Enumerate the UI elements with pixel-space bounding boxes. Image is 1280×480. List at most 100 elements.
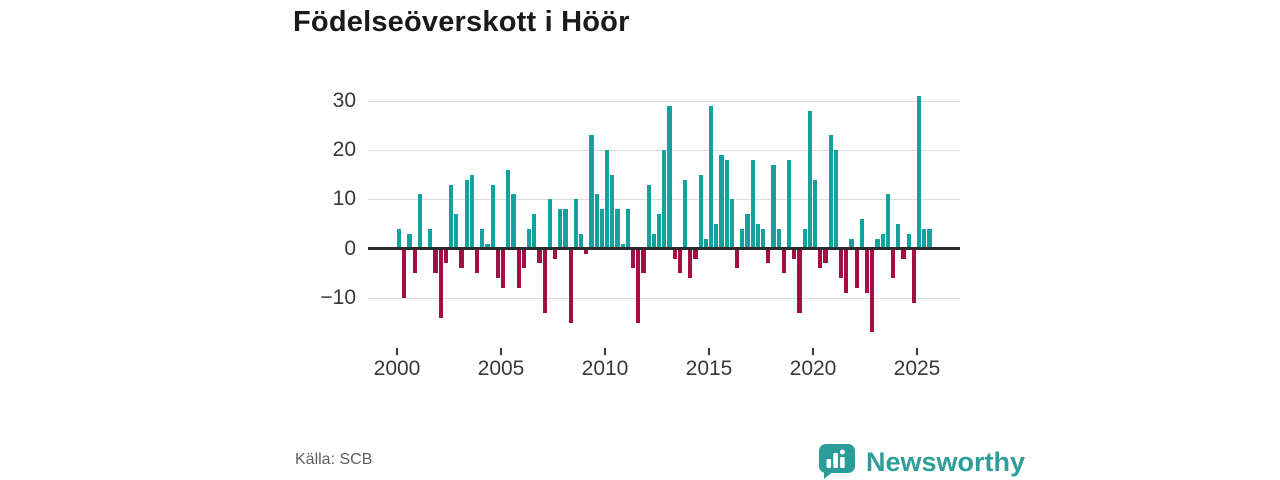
bar-2015-Q2[interactable] — [714, 224, 719, 249]
bar-2006-Q3[interactable] — [532, 214, 537, 249]
bar-2009-Q4[interactable] — [599, 209, 604, 249]
bar-2014-Q4[interactable] — [703, 238, 708, 249]
bar-2005-Q4[interactable] — [516, 248, 521, 289]
bar-2011-Q2[interactable] — [631, 248, 636, 269]
bar-2008-Q2[interactable] — [568, 248, 573, 323]
bar-2013-Q2[interactable] — [672, 248, 677, 259]
bar-2016-Q2[interactable] — [735, 248, 740, 269]
bar-2023-Q4[interactable] — [891, 248, 896, 279]
bar-2020-Q4[interactable] — [828, 135, 833, 249]
bar-2018-Q2[interactable] — [776, 228, 781, 249]
bar-2007-Q2[interactable] — [547, 199, 552, 249]
bar-2001-Q1[interactable] — [417, 194, 422, 249]
bar-2019-Q1[interactable] — [792, 248, 797, 259]
bar-2021-Q4[interactable] — [849, 238, 854, 249]
bar-2006-Q1[interactable] — [521, 248, 526, 269]
bar-2009-Q1[interactable] — [584, 248, 589, 254]
bar-2008-Q4[interactable] — [579, 233, 584, 249]
bar-2015-Q1[interactable] — [709, 105, 714, 249]
bar-2021-Q3[interactable] — [844, 248, 849, 294]
bar-2023-Q3[interactable] — [885, 194, 890, 249]
bar-2010-Q2[interactable] — [610, 174, 615, 249]
bar-2022-Q2[interactable] — [859, 219, 864, 249]
bar-2003-Q3[interactable] — [469, 174, 474, 249]
bar-2015-Q3[interactable] — [719, 155, 724, 249]
bar-2020-Q1[interactable] — [813, 179, 818, 249]
bar-2021-Q1[interactable] — [833, 150, 838, 249]
bar-2014-Q2[interactable] — [693, 248, 698, 259]
bar-2003-Q4[interactable] — [475, 248, 480, 274]
bar-2016-Q1[interactable] — [729, 199, 734, 249]
bar-2004-Q2[interactable] — [485, 243, 490, 249]
bar-2006-Q2[interactable] — [527, 228, 532, 249]
bar-2007-Q3[interactable] — [553, 248, 558, 259]
bar-2000-Q4[interactable] — [412, 248, 417, 274]
bar-2008-Q3[interactable] — [573, 199, 578, 249]
bar-2024-Q1[interactable] — [896, 224, 901, 249]
bar-2007-Q1[interactable] — [542, 248, 547, 313]
bar-2024-Q2[interactable] — [901, 248, 906, 259]
bar-2002-Q3[interactable] — [449, 184, 454, 249]
bar-2006-Q4[interactable] — [537, 248, 542, 264]
bar-2010-Q3[interactable] — [615, 209, 620, 249]
bar-2016-Q3[interactable] — [740, 228, 745, 249]
bar-2019-Q2[interactable] — [797, 248, 802, 313]
bar-2025-Q1[interactable] — [917, 95, 922, 249]
bar-2022-Q3[interactable] — [865, 248, 870, 294]
bar-2004-Q1[interactable] — [480, 228, 485, 249]
bar-2017-Q1[interactable] — [750, 159, 755, 249]
bar-2013-Q4[interactable] — [683, 179, 688, 249]
bar-2020-Q2[interactable] — [818, 248, 823, 269]
bar-2017-Q3[interactable] — [761, 228, 766, 249]
bar-2009-Q2[interactable] — [589, 135, 594, 249]
bar-2016-Q4[interactable] — [745, 214, 750, 249]
bar-2014-Q1[interactable] — [688, 248, 693, 279]
bar-2015-Q4[interactable] — [724, 159, 729, 249]
bar-2005-Q3[interactable] — [511, 194, 516, 249]
bar-2018-Q1[interactable] — [771, 164, 776, 249]
bar-2010-Q4[interactable] — [620, 243, 625, 249]
bar-2017-Q4[interactable] — [766, 248, 771, 264]
bar-2019-Q3[interactable] — [802, 228, 807, 249]
bar-2022-Q4[interactable] — [870, 248, 875, 333]
bar-2020-Q3[interactable] — [823, 248, 828, 264]
bar-2017-Q2[interactable] — [755, 224, 760, 249]
bar-2001-Q3[interactable] — [428, 228, 433, 249]
bar-2024-Q3[interactable] — [906, 233, 911, 249]
bar-2019-Q4[interactable] — [807, 110, 812, 249]
bar-2013-Q3[interactable] — [677, 248, 682, 274]
bar-2007-Q4[interactable] — [558, 209, 563, 249]
bar-2003-Q2[interactable] — [464, 179, 469, 249]
bar-2012-Q2[interactable] — [651, 233, 656, 249]
bar-2001-Q4[interactable] — [433, 248, 438, 274]
bar-2008-Q1[interactable] — [563, 209, 568, 249]
newsworthy-logo-link[interactable]: Newsworthy — [816, 443, 1025, 480]
bar-2003-Q1[interactable] — [459, 248, 464, 269]
bar-2011-Q4[interactable] — [641, 248, 646, 274]
bar-2010-Q1[interactable] — [605, 150, 610, 249]
bar-2002-Q1[interactable] — [438, 248, 443, 318]
bar-2014-Q3[interactable] — [698, 174, 703, 249]
bar-2004-Q3[interactable] — [490, 184, 495, 249]
bar-2000-Q2[interactable] — [402, 248, 407, 298]
bar-2000-Q3[interactable] — [407, 233, 412, 249]
bar-2011-Q3[interactable] — [636, 248, 641, 323]
bar-2023-Q1[interactable] — [875, 238, 880, 249]
bar-2018-Q3[interactable] — [781, 248, 786, 274]
bar-2021-Q2[interactable] — [839, 248, 844, 279]
bar-2012-Q4[interactable] — [662, 150, 667, 249]
bar-2012-Q3[interactable] — [657, 214, 662, 249]
bar-2009-Q3[interactable] — [594, 194, 599, 249]
bar-2023-Q2[interactable] — [880, 233, 885, 249]
bar-2013-Q1[interactable] — [667, 105, 672, 249]
bar-2004-Q4[interactable] — [495, 248, 500, 279]
bar-2005-Q2[interactable] — [506, 169, 511, 249]
bar-2011-Q1[interactable] — [625, 209, 630, 249]
bar-2025-Q2[interactable] — [922, 228, 927, 249]
bar-2022-Q1[interactable] — [854, 248, 859, 289]
bar-2025-Q3[interactable] — [927, 228, 932, 249]
bar-2005-Q1[interactable] — [501, 248, 506, 289]
bar-2024-Q4[interactable] — [911, 248, 916, 303]
bar-2000-Q1[interactable] — [397, 228, 402, 249]
bar-2018-Q4[interactable] — [787, 159, 792, 249]
